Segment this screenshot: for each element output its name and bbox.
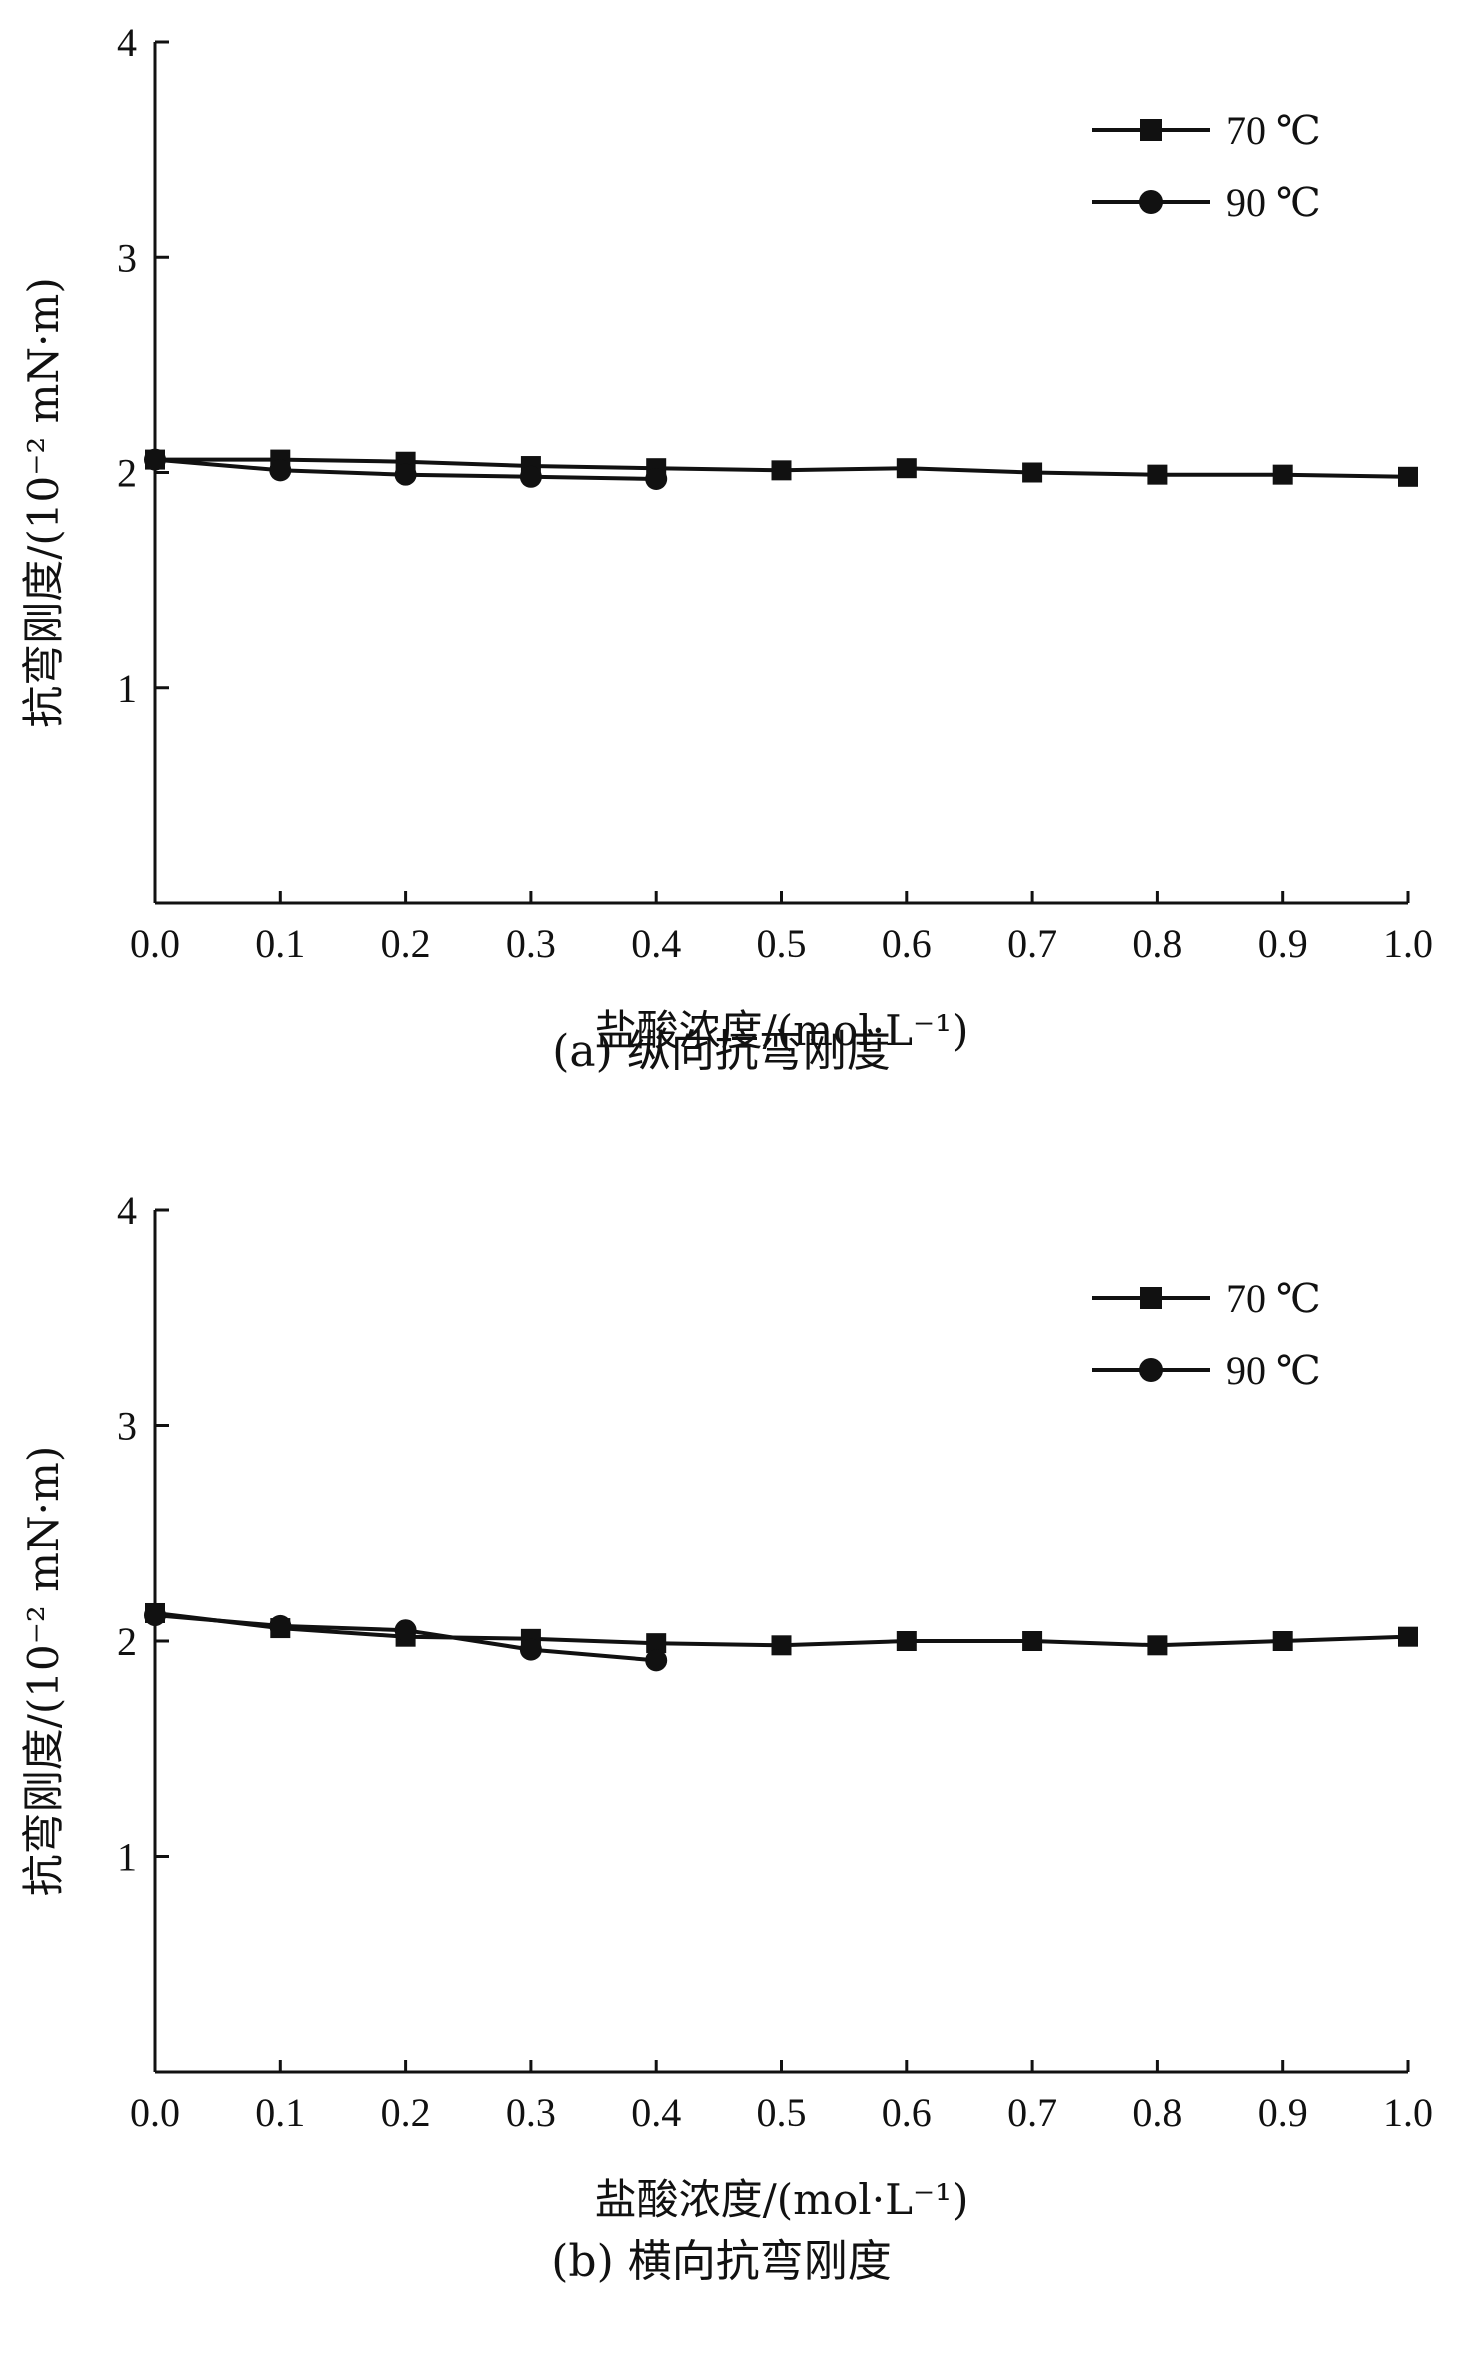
- data-point-square: [771, 1635, 792, 1656]
- data-point-square: [1398, 1626, 1418, 1647]
- data-point-square: [1022, 462, 1043, 483]
- data-point-circle: [519, 1638, 542, 1661]
- y-tick-label: 1: [117, 1835, 137, 1880]
- legend-label: 70 ℃: [1226, 1276, 1321, 1321]
- legend-square-marker: [1140, 119, 1162, 141]
- y-axis-title: 抗弯刚度/(10⁻² mN·m): [19, 277, 68, 727]
- legend-circle-marker: [1139, 190, 1163, 214]
- data-point-square: [1272, 464, 1293, 485]
- x-tick-label: 0.8: [1132, 2090, 1182, 2135]
- data-point-square: [1272, 1631, 1293, 1651]
- data-point-square: [896, 1631, 917, 1651]
- x-tick-label: 0.1: [255, 921, 305, 966]
- x-tick-label: 0.7: [1007, 2090, 1057, 2135]
- data-point-circle: [394, 1619, 417, 1642]
- data-point-circle: [269, 1614, 292, 1637]
- data-point-square: [1022, 1631, 1043, 1651]
- panel-caption: (a) 纵向抗弯刚度: [552, 1026, 891, 1077]
- legend: 70 ℃ 90 ℃: [1092, 1276, 1321, 1393]
- data-point-square: [1147, 1635, 1168, 1656]
- chart-panel-b: 0.0 0.1 0.2 0.3 0.4 0.5 0.6 0.7 0.8 0.9 1.0 1 2 3 4 盐酸浓…: [19, 1188, 1433, 2287]
- x-tick-label: 0.1: [255, 2090, 305, 2135]
- data-point-square: [1398, 466, 1418, 487]
- chart-panel-a: 0.0 0.1 0.2 0.3 0.4 0.5 0.6 0.7 0.8 0.9 1.0 1 2 3 4 盐酸浓…: [19, 20, 1433, 1077]
- data-point-circle: [144, 1604, 166, 1627]
- data-point-circle: [394, 463, 417, 486]
- x-tick-label: 0.3: [506, 921, 556, 966]
- x-tick-label: 0.0: [130, 921, 180, 966]
- x-axis-title: 盐酸浓度/(mol·L⁻¹): [595, 1006, 969, 1055]
- x-tick-label: 0.6: [882, 2090, 932, 2135]
- y-tick-label: 3: [117, 235, 137, 280]
- legend-circle-marker: [1139, 1358, 1163, 1382]
- x-tick-label: 0.5: [757, 921, 807, 966]
- data-point-square: [1147, 464, 1168, 485]
- x-tick-label: 0.4: [631, 921, 681, 966]
- y-tick-label: 1: [117, 666, 137, 711]
- x-axis-title: 盐酸浓度/(mol·L⁻¹): [595, 2175, 969, 2224]
- data-point-square: [771, 460, 792, 481]
- legend-label: 90 ℃: [1226, 180, 1321, 225]
- data-point-circle: [144, 448, 166, 471]
- x-tick-label: 0.0: [130, 2090, 180, 2135]
- x-tick-label: 0.8: [1132, 921, 1182, 966]
- data-point-square: [896, 458, 917, 479]
- x-tick-label: 0.9: [1258, 921, 1308, 966]
- data-point-circle: [269, 459, 292, 482]
- data-point-square: [646, 1633, 667, 1654]
- x-tick-label: 0.6: [882, 921, 932, 966]
- x-tick-label: 0.2: [381, 921, 431, 966]
- data-point-circle: [519, 465, 542, 488]
- legend-label: 90 ℃: [1226, 1348, 1321, 1393]
- y-tick-label: 4: [117, 1188, 137, 1233]
- legend-square-marker: [1140, 1287, 1162, 1309]
- y-axis-title: 抗弯刚度/(10⁻² mN·m): [19, 1446, 68, 1896]
- x-tick-label: 1.0: [1383, 2090, 1433, 2135]
- x-tick-label: 0.5: [757, 2090, 807, 2135]
- y-tick-label: 4: [117, 20, 137, 65]
- x-tick-label: 0.7: [1007, 921, 1057, 966]
- legend: 70 ℃ 90 ℃: [1092, 108, 1321, 225]
- data-point-circle: [645, 1649, 668, 1672]
- y-tick-label: 2: [117, 1619, 137, 1664]
- x-tick-label: 0.2: [381, 2090, 431, 2135]
- x-tick-label: 0.9: [1258, 2090, 1308, 2135]
- legend-label: 70 ℃: [1226, 108, 1321, 153]
- x-tick-label: 1.0: [1383, 921, 1433, 966]
- panel-caption: (b) 横向抗弯刚度: [551, 2236, 891, 2287]
- data-point-circle: [645, 467, 668, 490]
- x-tick-label: 0.4: [631, 2090, 681, 2135]
- x-tick-label: 0.3: [506, 2090, 556, 2135]
- y-tick-label: 3: [117, 1404, 137, 1449]
- y-tick-label: 2: [117, 451, 137, 496]
